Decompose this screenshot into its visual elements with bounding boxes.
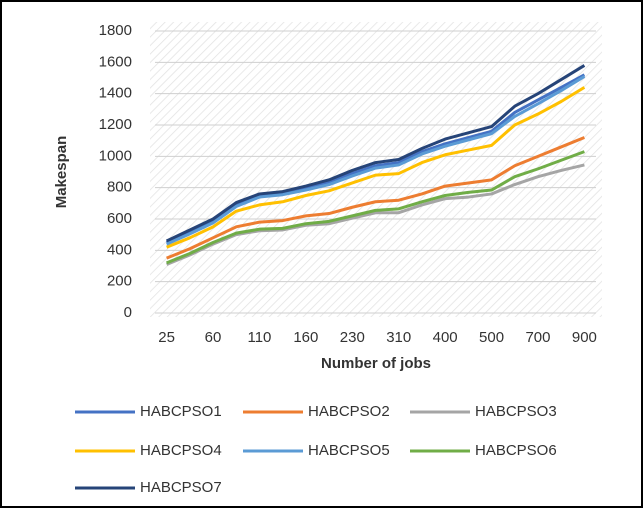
- x-tick-label: 110: [247, 329, 271, 346]
- y-tick-label: 600: [107, 210, 132, 227]
- series-line: [166, 75, 586, 246]
- y-tick-label: 400: [107, 241, 132, 258]
- legend-label: HABCPSO6: [475, 442, 557, 459]
- x-tick-label: 900: [572, 329, 597, 346]
- legend-label: HABCPSO3: [475, 403, 557, 420]
- series-line: [166, 150, 585, 265]
- y-axis-label: Makespan: [53, 136, 70, 209]
- y-tick-label: 200: [107, 273, 132, 290]
- legend-label: HABCPSO1: [140, 403, 222, 420]
- y-tick-label: 1600: [99, 53, 132, 70]
- y-tick-label: 0: [124, 304, 132, 321]
- series-line: [166, 136, 585, 260]
- x-tick-label: 500: [479, 329, 504, 346]
- x-tick-label: 700: [525, 329, 550, 346]
- x-tick-label: 60: [205, 329, 222, 346]
- legend-label: HABCPSO4: [140, 442, 222, 459]
- series-line: [166, 86, 586, 249]
- y-tick-label: 1400: [99, 85, 132, 102]
- x-tick-label: 400: [433, 329, 458, 346]
- x-tick-label: 230: [340, 329, 365, 346]
- series-line: [165, 64, 586, 243]
- legend-label: HABCPSO2: [308, 403, 390, 420]
- y-tick-label: 1000: [99, 147, 132, 164]
- legend-label: HABCPSO7: [140, 479, 222, 496]
- x-tick-label: 310: [386, 329, 411, 346]
- x-tick-label: 25: [158, 329, 175, 346]
- y-tick-label: 800: [107, 179, 132, 196]
- x-axis-label: Number of jobs: [321, 355, 431, 372]
- y-tick-label: 1800: [99, 22, 132, 39]
- x-tick-label: 160: [293, 329, 318, 346]
- y-tick-label: 1200: [99, 116, 132, 133]
- legend-label: HABCPSO5: [308, 442, 390, 459]
